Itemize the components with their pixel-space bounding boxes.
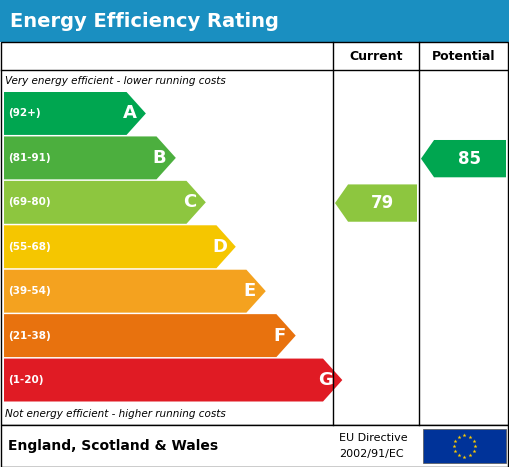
Bar <box>0 0 509 42</box>
Text: Potential: Potential <box>432 50 495 63</box>
Text: Current: Current <box>349 50 403 63</box>
Text: (81-91): (81-91) <box>8 153 50 163</box>
Text: (21-38): (21-38) <box>8 331 51 340</box>
Polygon shape <box>4 181 206 224</box>
Text: England, Scotland & Wales: England, Scotland & Wales <box>8 439 218 453</box>
Text: 2002/91/EC: 2002/91/EC <box>339 449 404 459</box>
Text: C: C <box>183 193 196 212</box>
Text: Very energy efficient - lower running costs: Very energy efficient - lower running co… <box>5 76 226 86</box>
Text: (69-80): (69-80) <box>8 198 50 207</box>
Text: 79: 79 <box>371 194 394 212</box>
Text: F: F <box>273 326 286 345</box>
Polygon shape <box>4 225 236 268</box>
Polygon shape <box>421 140 506 177</box>
Text: Energy Efficiency Rating: Energy Efficiency Rating <box>10 12 279 30</box>
Text: (55-68): (55-68) <box>8 242 51 252</box>
Text: A: A <box>123 105 136 122</box>
Text: (1-20): (1-20) <box>8 375 43 385</box>
Text: Not energy efficient - higher running costs: Not energy efficient - higher running co… <box>5 409 226 419</box>
Polygon shape <box>4 92 146 135</box>
Text: B: B <box>153 149 166 167</box>
Text: D: D <box>212 238 227 256</box>
Polygon shape <box>335 184 417 222</box>
Bar <box>423 429 506 463</box>
Text: (39-54): (39-54) <box>8 286 51 296</box>
Polygon shape <box>4 136 176 179</box>
Text: G: G <box>319 371 333 389</box>
Text: E: E <box>243 282 256 300</box>
Text: 85: 85 <box>459 149 482 168</box>
Polygon shape <box>4 314 296 357</box>
Bar <box>1 42 508 425</box>
Text: (92+): (92+) <box>8 108 41 119</box>
Polygon shape <box>4 270 266 312</box>
Polygon shape <box>4 359 343 402</box>
Bar <box>1 425 508 467</box>
Text: EU Directive: EU Directive <box>339 433 408 444</box>
